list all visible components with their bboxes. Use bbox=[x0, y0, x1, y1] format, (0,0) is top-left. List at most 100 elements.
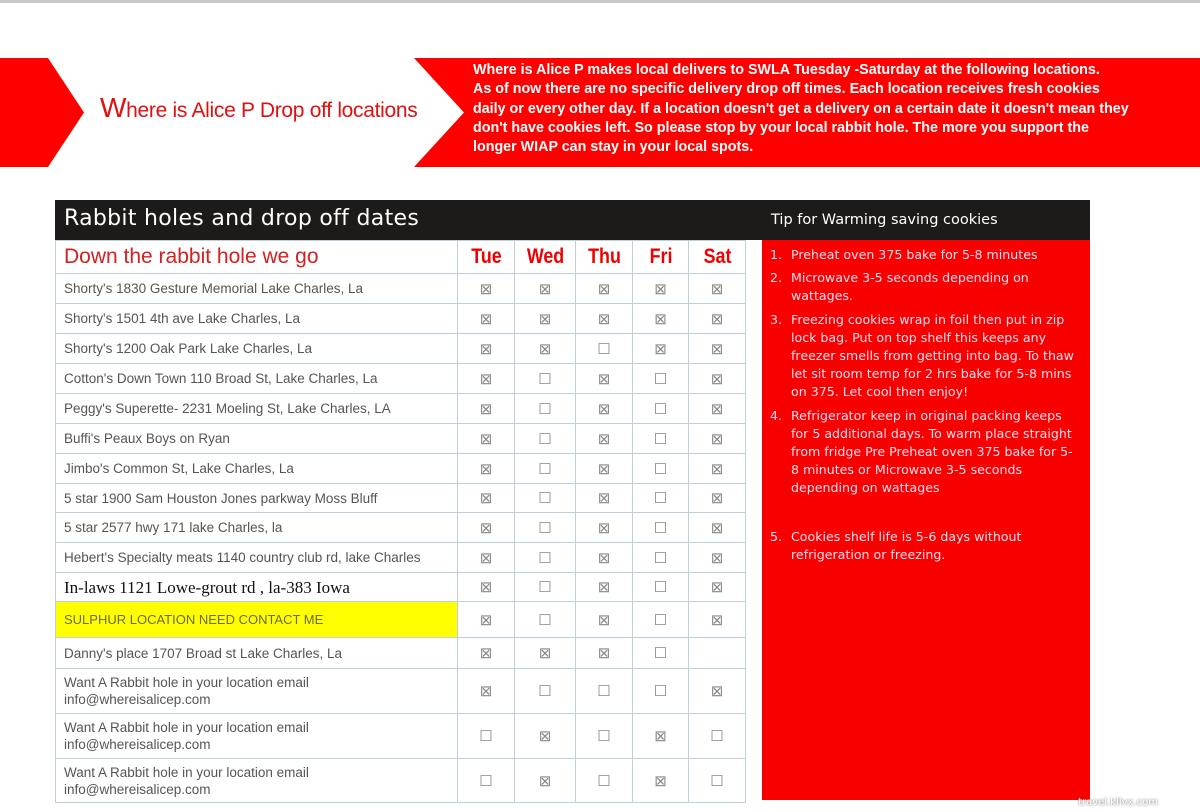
checked-box-icon: ⊠ bbox=[575, 572, 633, 602]
checked-box-icon: ⊠ bbox=[457, 483, 515, 513]
tip-item: 4. Refrigerator keep in original packing … bbox=[770, 407, 1080, 498]
tip-number: 2. bbox=[770, 270, 783, 286]
unchecked-box-icon: ☐ bbox=[514, 512, 576, 543]
tip-item: 1. Preheat oven 375 bake for 5-8 minutes bbox=[770, 246, 1080, 264]
unchecked-box-icon: ☐ bbox=[514, 393, 576, 424]
location-name: Shorty's 1830 Gesture Memorial Lake Char… bbox=[55, 273, 458, 304]
checked-box-icon: ⊠ bbox=[575, 423, 633, 454]
checked-box-icon: ⊠ bbox=[457, 273, 515, 304]
checked-box-icon: ⊠ bbox=[688, 512, 746, 543]
table-row: Want A Rabbit hole in your location emai… bbox=[55, 758, 746, 803]
checked-box-icon: ⊠ bbox=[688, 363, 746, 394]
unchecked-box-icon: ☐ bbox=[514, 423, 576, 454]
table-row: Buffi's Peaux Boys on Ryan ⊠ ☐ ⊠ ☐ ⊠ bbox=[55, 423, 746, 454]
table-row: In-laws 1121 Lowe-grout rd , la-383 Iowa… bbox=[55, 572, 746, 602]
tip-item: 5. Cookies shelf life is 5-6 days without… bbox=[770, 528, 1080, 564]
unchecked-box-icon: ☐ bbox=[514, 363, 576, 394]
banner-text: Where is Alice P makes local delivers to… bbox=[473, 62, 1129, 156]
unchecked-box-icon: ☐ bbox=[575, 713, 633, 759]
checked-box-icon: ⊠ bbox=[457, 572, 515, 602]
location-name: 5 star 2577 hwy 171 lake Charles, la bbox=[55, 512, 458, 543]
table-row: Danny's place 1707 Broad st Lake Charles… bbox=[55, 637, 746, 669]
checked-box-icon: ⊠ bbox=[575, 273, 633, 304]
checked-box-icon: ⊠ bbox=[457, 333, 515, 364]
unchecked-box-icon: ☐ bbox=[514, 453, 576, 484]
table-row: Cotton's Down Town 110 Broad St, Lake Ch… bbox=[55, 363, 746, 394]
unchecked-box-icon: ☐ bbox=[632, 363, 689, 394]
page-title: Where is Alice P Drop off locations bbox=[100, 92, 418, 124]
unchecked-box-icon: ☐ bbox=[514, 668, 576, 714]
checked-box-icon: ⊠ bbox=[575, 483, 633, 513]
unchecked-box-icon: ☐ bbox=[688, 758, 746, 803]
checked-box-icon: ⊠ bbox=[575, 637, 633, 669]
tips-list: 1. Preheat oven 375 bake for 5-8 minutes 2… bbox=[762, 240, 1090, 564]
tip-item: 3. Freezing cookies wrap in foil then put… bbox=[770, 311, 1080, 402]
unchecked-box-icon: ☐ bbox=[632, 423, 689, 454]
location-name: Shorty's 1200 Oak Park Lake Charles, La bbox=[55, 333, 458, 364]
checked-box-icon: ⊠ bbox=[575, 601, 633, 638]
table-row: Want A Rabbit hole in your location emai… bbox=[55, 713, 746, 759]
checked-box-icon: ⊠ bbox=[575, 303, 633, 334]
unchecked-box-icon: ☐ bbox=[514, 601, 576, 638]
day-header-tue: Tue bbox=[461, 240, 511, 274]
checked-box-icon: ⊠ bbox=[688, 273, 746, 304]
table-row: SULPHUR LOCATION NEED CONTACT ME ⊠ ☐ ⊠ ☐ ⊠ bbox=[55, 601, 746, 638]
checked-box-icon: ⊠ bbox=[457, 453, 515, 484]
location-name: Peggy's Superette- 2231 Moeling St, Lake… bbox=[55, 393, 458, 424]
checked-box-icon: ⊠ bbox=[457, 637, 515, 669]
checked-box-icon: ⊠ bbox=[457, 668, 515, 714]
unchecked-box-icon: ☐ bbox=[575, 758, 633, 803]
day-header-fri: Fri bbox=[636, 240, 685, 274]
table-row: 5 star 1900 Sam Houston Jones parkway Mo… bbox=[55, 483, 746, 513]
checked-box-icon: ⊠ bbox=[457, 303, 515, 334]
unchecked-box-icon: ☐ bbox=[514, 572, 576, 602]
checked-box-icon: ⊠ bbox=[457, 601, 515, 638]
unchecked-box-icon: ☐ bbox=[632, 668, 689, 714]
location-name: Danny's place 1707 Broad st Lake Charles… bbox=[55, 637, 458, 669]
table-title: Rabbit holes and drop off dates bbox=[55, 200, 762, 240]
checked-box-icon: ⊠ bbox=[632, 713, 689, 759]
checked-box-icon: ⊠ bbox=[575, 453, 633, 484]
tip-number: 4. bbox=[770, 407, 783, 423]
tip-text: Cookies shelf life is 5-6 days without r… bbox=[791, 528, 1022, 562]
location-name: Jimbo's Common St, Lake Charles, La bbox=[55, 453, 458, 484]
tip-text: Microwave 3-5 seconds depending on watta… bbox=[791, 270, 1029, 304]
checked-box-icon: ⊠ bbox=[457, 393, 515, 424]
location-name: Hebert's Specialty meats 1140 country cl… bbox=[55, 542, 458, 573]
checked-box-icon: ⊠ bbox=[514, 713, 576, 759]
location-name: Want A Rabbit hole in your location emai… bbox=[55, 713, 458, 759]
table-row: Hebert's Specialty meats 1140 country cl… bbox=[55, 542, 746, 573]
title-initial: W bbox=[100, 92, 127, 123]
checked-box-icon: ⊠ bbox=[688, 453, 746, 484]
table-row: Shorty's 1501 4th ave Lake Charles, La ⊠ ⊠… bbox=[55, 303, 746, 334]
unchecked-box-icon: ☐ bbox=[457, 758, 515, 803]
checked-box-icon: ⊠ bbox=[457, 512, 515, 543]
table-row: Peggy's Superette- 2231 Moeling St, Lake… bbox=[55, 393, 746, 424]
checked-box-icon: ⊠ bbox=[457, 363, 515, 394]
top-border bbox=[0, 0, 1200, 3]
tips-title: Tip for Warming saving cookies bbox=[762, 200, 1090, 240]
table-subtitle: Down the rabbit hole we go bbox=[55, 240, 458, 274]
tip-text: Freezing cookies wrap in foil then put i… bbox=[791, 311, 1074, 400]
drop-off-table: Down the rabbit hole we go Tue Wed Thu F… bbox=[55, 240, 746, 803]
table-row: Shorty's 1830 Gesture Memorial Lake Char… bbox=[55, 273, 746, 304]
unchecked-box-icon: ☐ bbox=[514, 483, 576, 513]
unchecked-box-icon: ☐ bbox=[632, 542, 689, 573]
tip-number: 5. bbox=[770, 528, 783, 544]
checked-box-icon: ⊠ bbox=[632, 273, 689, 304]
checked-box-icon: ⊠ bbox=[688, 542, 746, 573]
checked-box-icon: ⊠ bbox=[688, 333, 746, 364]
checked-box-icon: ⊠ bbox=[688, 423, 746, 454]
checked-box-icon: ⊠ bbox=[514, 273, 576, 304]
checked-box-icon: ⊠ bbox=[514, 637, 576, 669]
checked-box-icon: ⊠ bbox=[514, 303, 576, 334]
checked-box-icon: ⊠ bbox=[632, 303, 689, 334]
tip-item: 2. Microwave 3-5 seconds depending on wat… bbox=[770, 269, 1080, 305]
tips-panel: Tip for Warming saving cookies 1. Preheat… bbox=[762, 200, 1090, 800]
unchecked-box-icon: ☐ bbox=[688, 713, 746, 759]
empty-cell bbox=[688, 637, 746, 669]
day-header-wed: Wed bbox=[518, 240, 572, 274]
tip-number: 3. bbox=[770, 311, 783, 327]
banner-info: Where is Alice P makes local delivers to… bbox=[414, 58, 1200, 167]
table-row: 5 star 2577 hwy 171 lake Charles, la ⊠ ☐ ⊠ ☐… bbox=[55, 512, 746, 543]
